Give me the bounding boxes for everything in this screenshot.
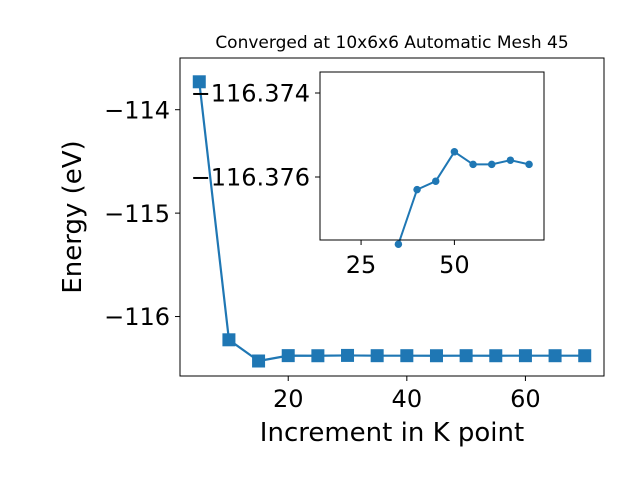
main-plot: Converged at 10x6x6 Automatic Mesh 45 20… xyxy=(58,33,605,448)
main-data-point xyxy=(489,349,503,363)
inset-x-tick-label: 50 xyxy=(439,251,470,279)
main-y-tick-label: −114 xyxy=(104,96,170,124)
main-x-tick-label: 40 xyxy=(392,385,423,413)
main-plot-frame xyxy=(179,57,605,377)
inset-data-point xyxy=(525,160,533,169)
main-x-tick-label: 20 xyxy=(273,385,304,413)
inset-series xyxy=(394,148,533,248)
inset-data-point xyxy=(450,148,459,156)
inset-data-point xyxy=(469,160,477,169)
inset-y-tick-label: −116.376 xyxy=(191,164,310,192)
main-data-point xyxy=(252,354,266,368)
main-x-axis: 20 40 60 xyxy=(273,376,541,413)
y-axis-label: Energy (eV) xyxy=(58,140,88,293)
main-x-tick-label: 60 xyxy=(510,385,541,413)
main-data-point xyxy=(578,349,592,363)
main-data-point xyxy=(400,349,414,363)
inset-data-point xyxy=(431,177,440,185)
inset-data-point xyxy=(413,185,421,194)
x-axis-label: Increment in K point xyxy=(260,418,524,448)
main-data-point xyxy=(429,349,443,363)
main-data-point xyxy=(311,349,325,363)
main-y-tick-label: −116 xyxy=(104,303,170,331)
inset-data-point xyxy=(487,160,496,169)
main-data-point xyxy=(548,349,562,363)
inset-y-axis: −116.376 −116.374 xyxy=(191,80,320,192)
main-y-tick-label: −115 xyxy=(104,200,170,228)
inset-plot: 25 50 −116.376 −116.374 xyxy=(191,71,545,279)
inset-y-tick-label: −116.374 xyxy=(191,80,310,108)
main-data-point xyxy=(459,349,473,363)
main-data-point xyxy=(192,75,206,89)
inset-data-point xyxy=(394,240,403,248)
inset-plot-frame xyxy=(319,71,545,241)
main-data-point xyxy=(222,333,236,347)
inset-x-tick-label: 25 xyxy=(346,251,377,279)
main-series xyxy=(192,75,592,368)
main-data-point xyxy=(518,349,532,363)
inset-background xyxy=(320,72,544,240)
inset-x-axis: 25 50 xyxy=(346,240,470,279)
inset-data-point xyxy=(506,156,515,164)
main-data-point xyxy=(281,349,295,363)
main-y-axis: −116 −115 −114 xyxy=(104,96,180,331)
main-data-point xyxy=(370,349,384,363)
main-data-point xyxy=(341,348,355,362)
chart-title: Converged at 10x6x6 Automatic Mesh 45 xyxy=(215,33,568,53)
